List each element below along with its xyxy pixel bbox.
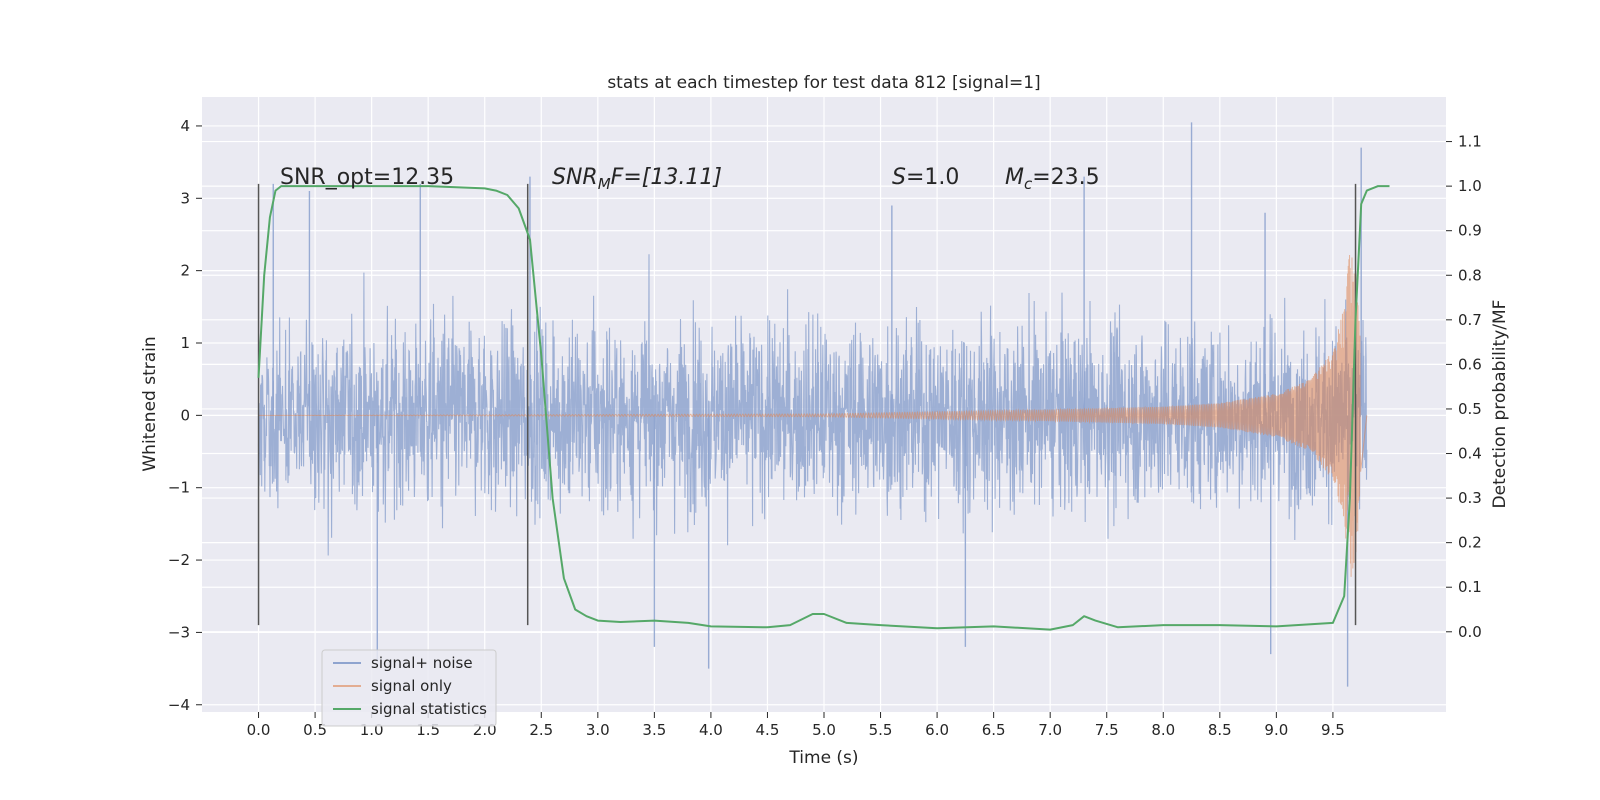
annotation-mc-subscript: c: [1024, 175, 1033, 193]
x-tick-label: 7.5: [1095, 721, 1119, 739]
y-tick-label: 2: [180, 262, 190, 280]
x-tick-label: 8.5: [1208, 721, 1232, 739]
y-axis-label: Whitened strain: [140, 336, 160, 471]
x-tick-label: 5.0: [812, 721, 836, 739]
series-layer: [257, 122, 1390, 687]
legend-label-signal-statistics: signal statistics: [371, 700, 487, 718]
y-right-tick-label: 1.1: [1458, 133, 1482, 151]
x-tick-label: 7.0: [1038, 721, 1062, 739]
x-tick-label: 9.5: [1321, 721, 1345, 739]
y-right-tick-label: 0.4: [1458, 445, 1482, 463]
y-right-tick-label: 0.9: [1458, 222, 1482, 240]
y-right-tick-label: 0.0: [1458, 623, 1482, 641]
y-tick-label: −1: [168, 479, 190, 497]
y-tick-label: 3: [180, 189, 190, 207]
annotation-mc: Mc=23.5: [1005, 165, 1100, 193]
annotation-s: S=1.0: [892, 165, 959, 190]
x-tick-label: 5.5: [869, 721, 893, 739]
x-tick-label: 0.0: [247, 721, 271, 739]
annotation-snr-mf-symbol: SNR: [552, 165, 598, 190]
annotation-s-value: =1.0: [906, 165, 959, 190]
y-tick-label: −4: [168, 696, 190, 714]
y-tick-label: 0: [180, 406, 190, 424]
x-tick-label: 2.5: [529, 721, 553, 739]
annotation-snr-mf-value: F=[13.11]: [611, 165, 722, 190]
y-right-tick-label: 1.0: [1458, 177, 1482, 195]
annotation-snr-mf-subscript: M: [598, 175, 611, 193]
annotation-snr-opt: SNR_opt=12.35: [280, 165, 454, 190]
annotation-mc-symbol: M: [1005, 165, 1024, 190]
x-axis-label: Time (s): [788, 748, 858, 768]
axes-layer: 0.0 0.5 1.0 1.5 2.0 2.5 3.0 3.5 4.0 4.5 5.0 5.5 6.0 6…: [168, 117, 1482, 739]
series-signal-noise-line: [257, 254, 1368, 556]
y-right-tick-label: 0.1: [1458, 578, 1482, 596]
y-right-tick-label: 0.8: [1458, 266, 1482, 284]
x-tick-label: 4.0: [699, 721, 723, 739]
legend-box: [321, 649, 497, 727]
annotation-snr-mf: SNRMF=[13.11]: [552, 165, 722, 193]
y-right-tick-label: 0.3: [1458, 489, 1482, 507]
x-tick-label: 3.0: [586, 721, 610, 739]
chart-title: stats at each timestep for test data 812…: [607, 73, 1040, 93]
annotations: SNR_opt=12.35 SNRMF=[13.11] S=1.0 Mc=23.…: [280, 165, 1100, 193]
y-right-tick-label: 0.6: [1458, 355, 1482, 373]
y-right-tick-label: 0.7: [1458, 311, 1482, 329]
series-signal-statistics-line: [257, 185, 1390, 631]
annotation-s-symbol: S: [892, 165, 906, 190]
x-tick-label: 6.5: [982, 721, 1006, 739]
x-tick-label: 4.5: [756, 721, 780, 739]
series-signal-only-line: [258, 254, 1368, 577]
y-tick-label: −2: [168, 551, 190, 569]
legend-label-signal-only: signal only: [371, 677, 452, 695]
x-tick-label: 0.5: [303, 721, 327, 739]
y-tick-label: 1: [180, 334, 190, 352]
x-tick-label: 8.0: [1151, 721, 1175, 739]
x-tick-label: 6.0: [925, 721, 949, 739]
legend: signal+ noise signal only signal statist…: [321, 649, 497, 727]
y-tick-label: 4: [180, 117, 190, 135]
y-axis-right-label: Detection probability/MF: [1490, 300, 1510, 509]
y-tick-label: −3: [168, 623, 190, 641]
y-right-tick-label: 0.2: [1458, 534, 1482, 552]
y-right-tick-label: 0.5: [1458, 400, 1482, 418]
legend-label-signal-noise: signal+ noise: [371, 654, 473, 672]
x-tick-label: 3.5: [642, 721, 666, 739]
x-tick-label: 9.0: [1264, 721, 1288, 739]
annotation-mc-value: =23.5: [1032, 165, 1099, 190]
